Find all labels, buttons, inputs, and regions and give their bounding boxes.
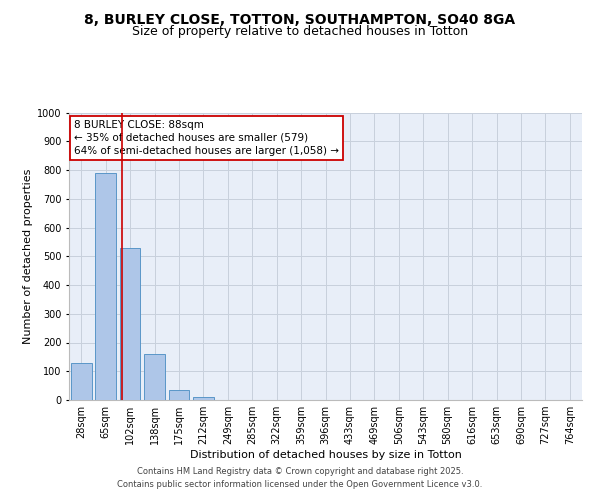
Text: Contains public sector information licensed under the Open Government Licence v3: Contains public sector information licen… <box>118 480 482 489</box>
Bar <box>193 397 214 400</box>
Bar <box>144 354 165 400</box>
Text: 8, BURLEY CLOSE, TOTTON, SOUTHAMPTON, SO40 8GA: 8, BURLEY CLOSE, TOTTON, SOUTHAMPTON, SO… <box>85 12 515 26</box>
Text: 8 BURLEY CLOSE: 88sqm
← 35% of detached houses are smaller (579)
64% of semi-det: 8 BURLEY CLOSE: 88sqm ← 35% of detached … <box>74 120 339 156</box>
Bar <box>95 173 116 400</box>
Y-axis label: Number of detached properties: Number of detached properties <box>23 168 32 344</box>
Bar <box>71 362 92 400</box>
Bar <box>169 390 190 400</box>
Bar <box>119 248 140 400</box>
Text: Contains HM Land Registry data © Crown copyright and database right 2025.: Contains HM Land Registry data © Crown c… <box>137 467 463 476</box>
X-axis label: Distribution of detached houses by size in Totton: Distribution of detached houses by size … <box>190 450 461 460</box>
Text: Size of property relative to detached houses in Totton: Size of property relative to detached ho… <box>132 25 468 38</box>
